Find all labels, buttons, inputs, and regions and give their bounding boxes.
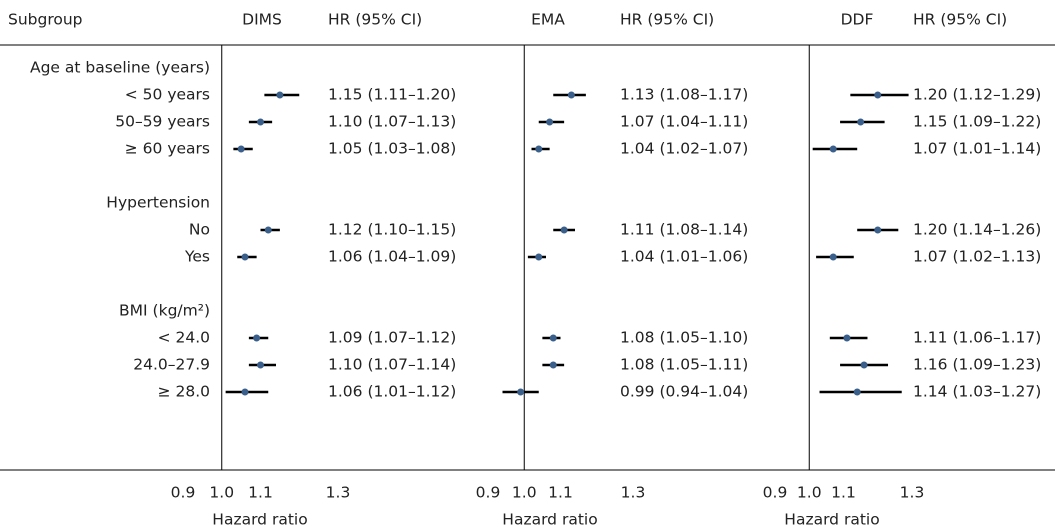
- column-header: HR (95% CI): [913, 11, 1007, 29]
- hazard-ratio-point: [264, 226, 272, 234]
- hazard-ratio-point: [874, 226, 882, 234]
- x-tick-label: 1.3: [621, 484, 646, 502]
- panel-title: DDF: [841, 11, 874, 29]
- hr-ci-label: 1.14 (1.03–1.27): [913, 383, 1041, 401]
- hr-ci-label: 1.15 (1.09–1.22): [913, 113, 1041, 131]
- hazard-ratio-point: [829, 145, 837, 153]
- hr-ci-label: 1.04 (1.01–1.06): [620, 248, 748, 266]
- subgroup-label: BMI (kg/m²): [119, 302, 210, 320]
- hr-ci-label: 1.20 (1.12–1.29): [913, 86, 1041, 104]
- subgroup-label: 24.0–27.9: [133, 356, 210, 374]
- hr-ci-label: 1.13 (1.08–1.17): [620, 86, 748, 104]
- x-tick-label: 0.9: [763, 484, 788, 502]
- hazard-ratio-point: [549, 361, 557, 369]
- hazard-ratio-point: [257, 118, 264, 126]
- x-tick-label: 1.0: [797, 484, 822, 502]
- x-axis-label: Hazard ratio: [502, 511, 597, 529]
- x-tick-label: 1.1: [248, 484, 273, 502]
- x-tick-label: 1.3: [326, 484, 351, 502]
- x-tick-label: 0.9: [476, 484, 501, 502]
- hazard-ratio-point: [546, 118, 554, 126]
- subgroup-label: Hypertension: [106, 194, 210, 212]
- hr-ci-label: 1.08 (1.05–1.11): [620, 356, 748, 374]
- hazard-ratio-point: [253, 334, 261, 342]
- subgroup-label: Yes: [184, 248, 210, 266]
- panel-title: EMA: [531, 11, 565, 29]
- subgroup-label: < 50 years: [125, 86, 210, 104]
- column-header: HR (95% CI): [328, 11, 422, 29]
- hazard-ratio-point: [560, 226, 568, 234]
- hr-ci-label: 1.06 (1.01–1.12): [328, 383, 456, 401]
- hazard-ratio-point: [874, 91, 882, 99]
- subgroup-label: 50–59 years: [115, 113, 210, 131]
- hr-ci-label: 1.07 (1.02–1.13): [913, 248, 1041, 266]
- hr-ci-label: 1.05 (1.03–1.08): [328, 140, 456, 158]
- hazard-ratio-point: [241, 388, 249, 396]
- hazard-ratio-point: [857, 118, 865, 126]
- hr-ci-label: 1.12 (1.10–1.15): [328, 221, 456, 239]
- hazard-ratio-point: [257, 361, 264, 369]
- x-tick-label: 1.1: [831, 484, 856, 502]
- x-tick-label: 1.0: [512, 484, 537, 502]
- column-header: HR (95% CI): [620, 11, 714, 29]
- hr-ci-label: 1.20 (1.14–1.26): [913, 221, 1041, 239]
- x-tick-label: 1.1: [548, 484, 573, 502]
- x-axis-label: Hazard ratio: [212, 511, 307, 529]
- hazard-ratio-point: [829, 253, 837, 261]
- hazard-ratio-point: [535, 145, 543, 153]
- hazard-ratio-point: [843, 334, 851, 342]
- hazard-ratio-point: [517, 388, 525, 396]
- hazard-ratio-point: [535, 253, 543, 261]
- subgroup-label: < 24.0: [158, 329, 210, 347]
- hr-ci-label: 1.16 (1.09–1.23): [913, 356, 1041, 374]
- subgroup-label: No: [189, 221, 210, 239]
- hr-ci-label: 1.10 (1.07–1.13): [328, 113, 456, 131]
- panel-title: DIMS: [242, 11, 282, 29]
- hr-ci-label: 1.15 (1.11–1.20): [328, 86, 456, 104]
- x-tick-label: 1.3: [900, 484, 925, 502]
- x-tick-label: 0.9: [171, 484, 196, 502]
- subgroup-header: Subgroup: [8, 11, 83, 29]
- hr-ci-label: 1.06 (1.04–1.09): [328, 248, 456, 266]
- hazard-ratio-point: [860, 361, 868, 369]
- hazard-ratio-point: [241, 253, 249, 261]
- hr-ci-label: 1.09 (1.07–1.12): [328, 329, 456, 347]
- subgroup-label: ≥ 28.0: [158, 383, 210, 401]
- hazard-ratio-point: [567, 91, 575, 99]
- hazard-ratio-point: [549, 334, 557, 342]
- hr-ci-label: 0.99 (0.94–1.04): [620, 383, 748, 401]
- hr-ci-label: 1.10 (1.07–1.14): [328, 356, 456, 374]
- hazard-ratio-point: [853, 388, 861, 396]
- hr-ci-label: 1.07 (1.04–1.11): [620, 113, 748, 131]
- hazard-ratio-point: [276, 91, 284, 99]
- hr-ci-label: 1.11 (1.06–1.17): [913, 329, 1041, 347]
- subgroup-label: ≥ 60 years: [125, 140, 210, 158]
- hr-ci-label: 1.08 (1.05–1.10): [620, 329, 748, 347]
- subgroup-label: Age at baseline (years): [30, 59, 210, 77]
- x-axis-label: Hazard ratio: [784, 511, 879, 529]
- hr-ci-label: 1.07 (1.01–1.14): [913, 140, 1041, 158]
- x-tick-label: 1.0: [209, 484, 234, 502]
- hr-ci-label: 1.04 (1.02–1.07): [620, 140, 748, 158]
- hazard-ratio-point: [237, 145, 245, 153]
- hr-ci-label: 1.11 (1.08–1.14): [620, 221, 748, 239]
